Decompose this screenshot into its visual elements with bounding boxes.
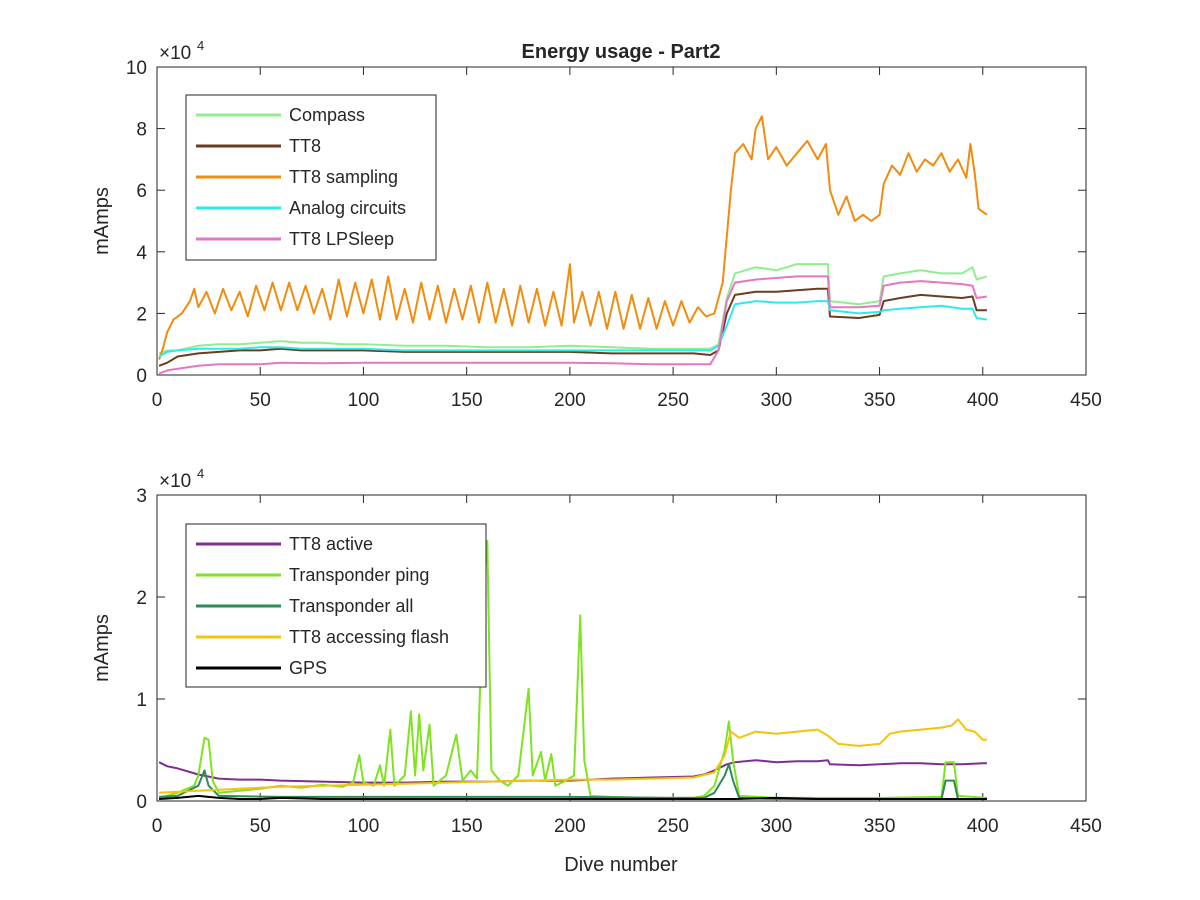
series-line <box>158 539 987 799</box>
legend-label: TT8 LPSleep <box>289 229 394 249</box>
chart-title: Energy usage - Part2 <box>522 41 721 63</box>
legend-label: Compass <box>289 105 365 125</box>
y-axis-label: mAmps <box>91 614 113 682</box>
series-group <box>158 115 988 375</box>
legend-label: Analog circuits <box>289 198 406 218</box>
x-tick-label: 150 <box>451 816 483 837</box>
series-line <box>158 263 988 355</box>
series-line <box>158 287 987 367</box>
x-tick-label: 50 <box>250 390 271 411</box>
x-tick-label: 250 <box>657 390 689 411</box>
x-tick-label: 200 <box>554 390 586 411</box>
y-tick-label: 6 <box>136 181 147 202</box>
x-tick-label: 100 <box>348 816 380 837</box>
x-tick-label: 250 <box>657 816 689 837</box>
x-axis-label: Dive number <box>564 854 678 876</box>
y-tick-label: 0 <box>136 366 147 387</box>
y-tick-label: 1 <box>136 690 147 711</box>
series-line <box>159 794 987 800</box>
legend-label: TT8 accessing flash <box>289 627 449 647</box>
legend-label: TT8 <box>289 136 321 156</box>
y-tick-label: 0 <box>136 792 147 813</box>
y-tick-label: 4 <box>136 243 147 264</box>
legend-label: TT8 active <box>289 534 373 554</box>
x-tick-label: 200 <box>554 816 586 837</box>
x-tick-label: 400 <box>967 390 999 411</box>
legend-label: Transponder ping <box>289 565 429 585</box>
x-tick-label: 0 <box>152 816 163 837</box>
x-tick-label: 0 <box>152 390 163 411</box>
legend-label: GPS <box>289 658 327 678</box>
series-group <box>158 539 987 800</box>
x-tick-label: 150 <box>451 390 483 411</box>
x-tick-label: 100 <box>348 390 380 411</box>
x-tick-label: 450 <box>1070 390 1102 411</box>
x-tick-label: 300 <box>760 390 792 411</box>
y-tick-label: 2 <box>136 588 147 609</box>
series-line <box>159 763 987 800</box>
series-line <box>158 115 988 360</box>
x-tick-label: 450 <box>1070 816 1102 837</box>
legend-label: TT8 sampling <box>289 167 398 187</box>
y-tick-label: 8 <box>136 120 147 141</box>
x-tick-label: 50 <box>250 816 271 837</box>
series-line <box>159 718 987 794</box>
legend-label: Transponder all <box>289 596 413 616</box>
y-exponent-label: ×10 <box>159 43 191 64</box>
y-exponent-power: 4 <box>197 466 204 481</box>
top-panel: 0 50 100 150 200 250 300 350 400 450 0 2 4 6 8 10 ×10 4 mA… <box>91 38 1102 411</box>
bottom-panel: 0 50 100 150 200 250 300 350 400 450 0 1 2 3 ×10 4 mAmps… <box>91 466 1102 837</box>
y-tick-label: 3 <box>136 486 147 507</box>
x-tick-label: 350 <box>864 390 896 411</box>
y-axis-label: mAmps <box>91 187 113 255</box>
y-exponent-label: ×10 <box>159 471 191 492</box>
y-exponent-power: 4 <box>197 38 204 53</box>
y-tick-label: 10 <box>126 58 147 79</box>
series-line <box>158 300 988 358</box>
x-tick-label: 300 <box>760 816 792 837</box>
x-tick-label: 350 <box>864 816 896 837</box>
series-line <box>158 275 988 375</box>
x-tick-label: 400 <box>967 816 999 837</box>
y-tick-label: 2 <box>136 304 147 325</box>
